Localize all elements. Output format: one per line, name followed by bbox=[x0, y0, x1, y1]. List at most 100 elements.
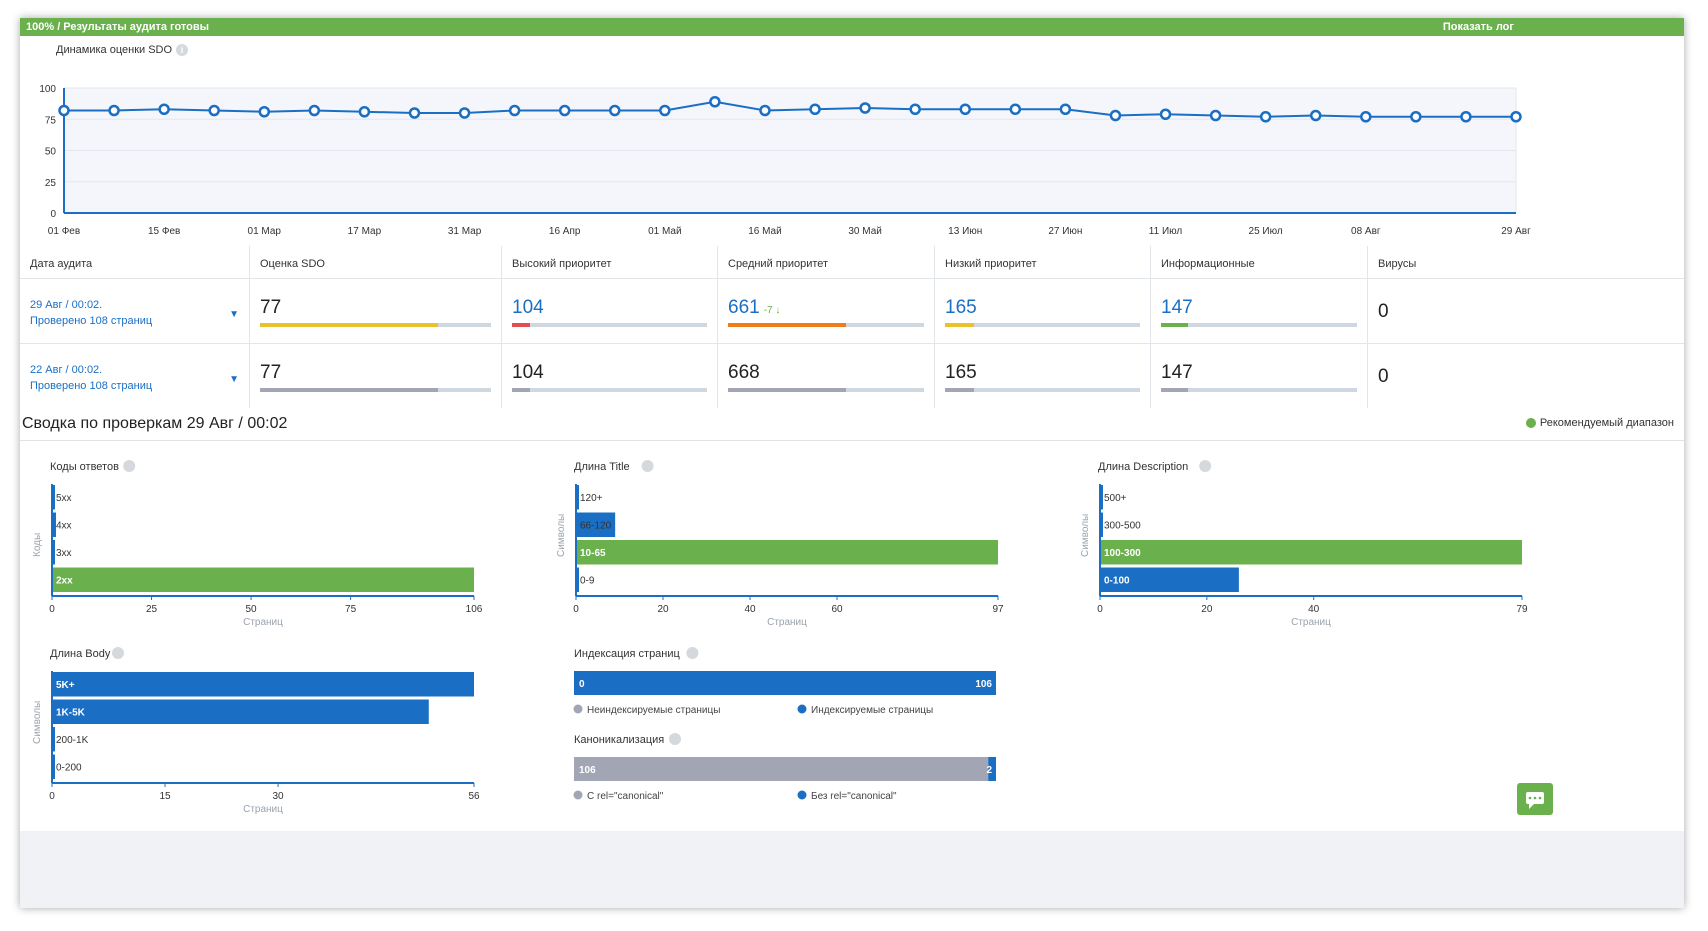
bar[interactable] bbox=[1100, 512, 1103, 538]
legend-label: Индексируемые страницы bbox=[811, 705, 933, 716]
data-point[interactable] bbox=[1159, 108, 1172, 120]
data-point[interactable] bbox=[1510, 111, 1522, 123]
bar[interactable] bbox=[576, 567, 579, 593]
data-point[interactable] bbox=[1460, 111, 1472, 123]
x-tick-label: 0 bbox=[49, 604, 55, 615]
data-point[interactable] bbox=[759, 104, 771, 117]
data-point[interactable] bbox=[1360, 111, 1372, 123]
data-point[interactable] bbox=[308, 104, 321, 117]
data-point[interactable] bbox=[1009, 103, 1022, 115]
metric-number: 147 bbox=[1161, 297, 1193, 318]
data-point[interactable] bbox=[208, 104, 220, 117]
info-icon[interactable] bbox=[123, 460, 136, 472]
audit-date-cell[interactable]: 22 Авг / 00:02. Проверено 108 страниц ▼ bbox=[20, 344, 249, 408]
data-point[interactable] bbox=[1309, 109, 1322, 122]
data-point[interactable] bbox=[1259, 111, 1272, 123]
table-row[interactable]: 29 Авг / 00:02. Проверено 108 страниц ▼ 77 1… bbox=[20, 278, 1684, 343]
bar[interactable] bbox=[1100, 567, 1239, 593]
data-point[interactable] bbox=[358, 106, 371, 118]
data-point[interactable] bbox=[508, 104, 521, 117]
pages-checked[interactable]: Проверено 108 страниц bbox=[30, 315, 153, 327]
x-tick-label: 13 Июн bbox=[948, 226, 982, 237]
recommended-legend: Рекомендуемый диапазон bbox=[1525, 417, 1674, 429]
bar[interactable] bbox=[1100, 540, 1522, 565]
sdo-line-chart: 100 75 50 25 0 01 Фев 15 Фев 01 Мар 17 Мар 31 Мар… bbox=[39, 84, 1531, 237]
progress-fill bbox=[512, 388, 530, 392]
metric-value[interactable]: 104 bbox=[512, 297, 544, 319]
audit-date[interactable]: 22 Авг / 00:02. bbox=[30, 364, 103, 376]
x-tick-label: 25 bbox=[146, 604, 158, 615]
progress-fill bbox=[260, 323, 438, 327]
info-icon[interactable] bbox=[686, 647, 699, 659]
bar[interactable] bbox=[1100, 485, 1103, 510]
data-point[interactable] bbox=[58, 104, 70, 117]
metric-value[interactable]: 661 -7 ↓ bbox=[728, 297, 780, 319]
metric-cell: 77 bbox=[249, 279, 501, 343]
data-point[interactable] bbox=[1109, 109, 1122, 122]
summary-panel: Коды ответов Коды 5xx 4xx 3xx 2xx 0 25 50 75 106 Ст… bbox=[20, 441, 1684, 831]
data-point[interactable] bbox=[959, 103, 971, 115]
data-point[interactable] bbox=[258, 106, 271, 118]
bar-segment[interactable] bbox=[574, 757, 989, 781]
data-point[interactable] bbox=[809, 103, 821, 115]
data-point[interactable] bbox=[659, 104, 671, 117]
data-point[interactable] bbox=[558, 104, 571, 117]
bar[interactable] bbox=[52, 485, 55, 510]
metric-cell: 104 bbox=[501, 344, 717, 408]
bar[interactable] bbox=[52, 727, 55, 752]
info-icon[interactable] bbox=[1199, 460, 1212, 472]
data-point[interactable] bbox=[709, 96, 721, 108]
info-icon[interactable] bbox=[669, 733, 681, 745]
bar-segment[interactable] bbox=[574, 671, 996, 695]
category-label: 120+ bbox=[580, 493, 603, 504]
summary-charts: Коды ответов Коды 5xx 4xx 3xx 2xx 0 25 50 75 106 Ст… bbox=[32, 460, 1528, 815]
x-tick-label: 0 bbox=[1097, 604, 1103, 615]
info-icon[interactable] bbox=[112, 647, 124, 659]
audit-date[interactable]: 29 Авг / 00:02. bbox=[30, 299, 103, 311]
data-point[interactable] bbox=[408, 107, 421, 119]
chevron-down-icon[interactable]: ▼ bbox=[229, 374, 239, 385]
bar[interactable] bbox=[52, 512, 56, 538]
chat-button[interactable] bbox=[1517, 783, 1553, 815]
metric-cell: 165 bbox=[934, 344, 1150, 408]
info-icon[interactable]: i bbox=[176, 44, 189, 57]
bar[interactable] bbox=[52, 699, 429, 725]
legend-dot-icon bbox=[797, 704, 807, 714]
data-point[interactable] bbox=[1059, 103, 1072, 115]
data-point[interactable] bbox=[859, 102, 871, 114]
chevron-down-icon[interactable]: ▼ bbox=[229, 309, 239, 320]
category-label: 0-9 bbox=[580, 575, 595, 586]
bar[interactable] bbox=[52, 567, 474, 593]
bar[interactable] bbox=[576, 540, 998, 565]
bar[interactable] bbox=[52, 672, 474, 697]
audit-date-cell[interactable]: 29 Авг / 00:02. Проверено 108 страниц ▼ bbox=[20, 279, 249, 343]
data-point[interactable] bbox=[108, 104, 120, 117]
metric-value[interactable]: 147 bbox=[1161, 297, 1193, 319]
data-point[interactable] bbox=[1410, 111, 1422, 123]
segment-value: 106 bbox=[579, 765, 596, 776]
bar[interactable] bbox=[52, 754, 55, 780]
y-axis-label: Символы bbox=[556, 514, 567, 557]
table-row[interactable]: 22 Авг / 00:02. Проверено 108 страниц ▼ 77 1… bbox=[20, 343, 1684, 408]
pages-checked[interactable]: Проверено 108 страниц bbox=[30, 380, 153, 392]
bar[interactable] bbox=[52, 540, 55, 565]
data-point[interactable] bbox=[909, 103, 921, 115]
category-label: 100-300 bbox=[1104, 548, 1141, 559]
status-bar: 100% / Результаты аудита готовы Показать… bbox=[20, 18, 1684, 36]
bar[interactable] bbox=[576, 485, 579, 510]
metric-value[interactable]: 165 bbox=[945, 297, 977, 319]
category-label: 3xx bbox=[56, 548, 72, 559]
category-label: 500+ bbox=[1104, 493, 1127, 504]
data-point[interactable] bbox=[609, 104, 621, 117]
show-log-link[interactable]: Показать лог bbox=[1442, 21, 1514, 33]
bar-segment[interactable] bbox=[988, 757, 996, 781]
info-icon[interactable] bbox=[641, 460, 654, 472]
x-tick-label: 20 bbox=[1201, 604, 1213, 615]
data-point[interactable] bbox=[158, 103, 170, 115]
data-point[interactable] bbox=[1209, 109, 1222, 122]
bar[interactable] bbox=[576, 512, 616, 538]
metric-number: 147 bbox=[1161, 362, 1193, 383]
x-axis-label: Страниц bbox=[243, 804, 283, 815]
chart-title: Длина Title bbox=[574, 461, 630, 473]
data-point[interactable] bbox=[458, 107, 471, 119]
